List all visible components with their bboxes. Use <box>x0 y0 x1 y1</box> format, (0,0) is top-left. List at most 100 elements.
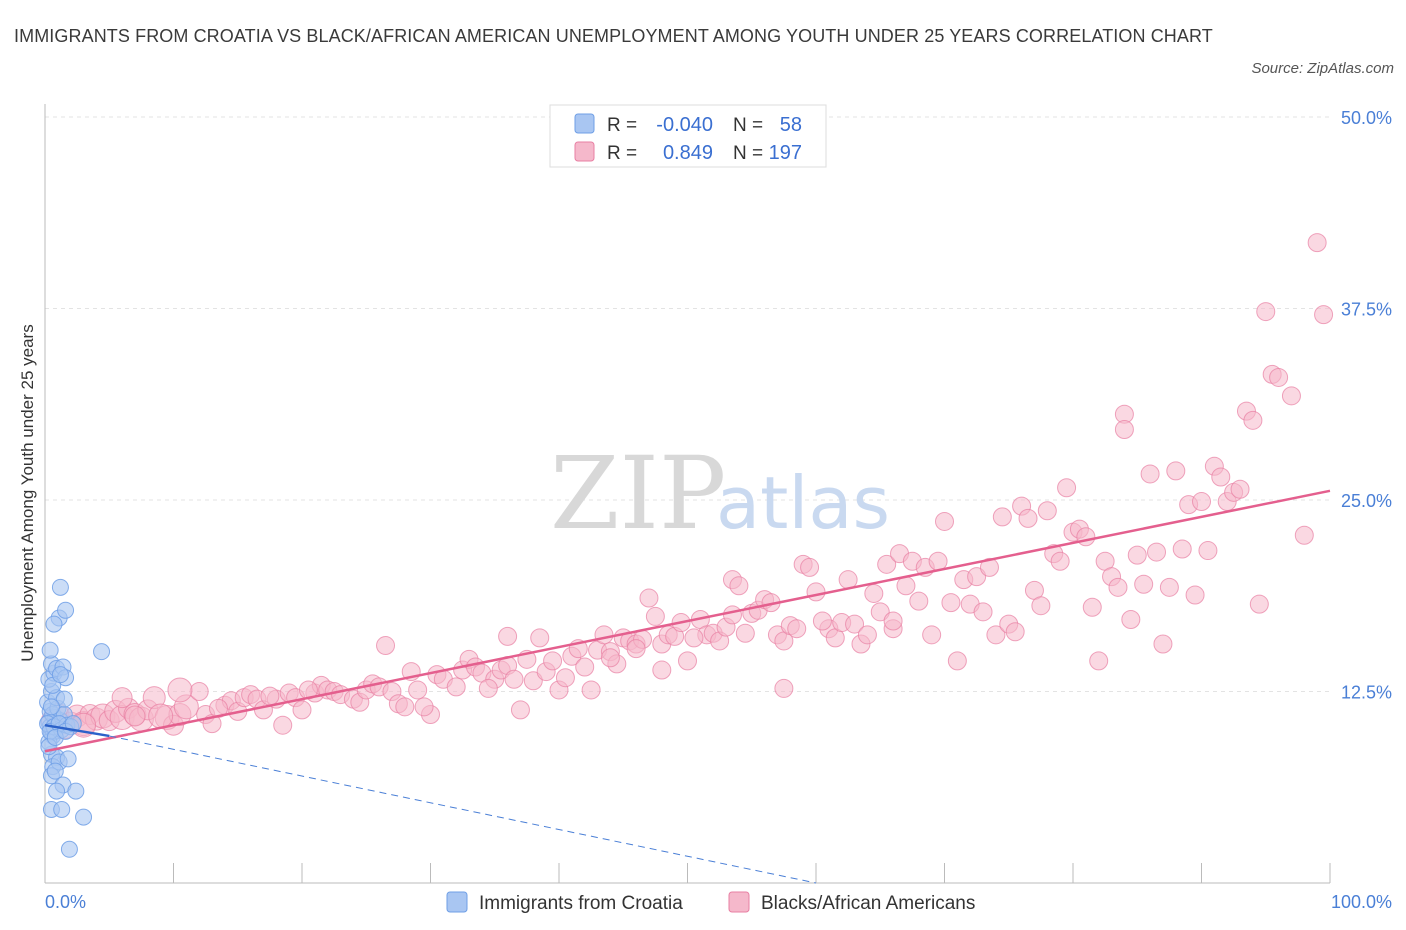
point-blacks <box>530 628 550 648</box>
point-blacks <box>600 648 620 668</box>
point-blacks <box>1294 525 1314 545</box>
point-croatia <box>93 643 111 661</box>
point-blacks <box>1037 501 1057 521</box>
point-blacks <box>1198 541 1218 561</box>
legend-n-value-blacks: 197 <box>769 142 802 164</box>
chart-title: IMMIGRANTS FROM CROATIA VS BLACK/AFRICAN… <box>14 26 1213 46</box>
point-blacks <box>478 678 498 698</box>
legend-n-label-blacks: N = <box>733 143 763 164</box>
point-blacks <box>896 576 916 596</box>
grid <box>45 116 1330 692</box>
point-blacks <box>124 705 146 727</box>
point-blacks <box>922 625 942 645</box>
point-croatia <box>57 601 75 619</box>
point-blacks <box>800 557 820 577</box>
point-blacks <box>1269 367 1289 387</box>
point-blacks <box>684 628 704 648</box>
point-croatia <box>60 840 78 858</box>
point-blacks <box>1082 597 1102 617</box>
point-blacks <box>1031 596 1051 616</box>
point-blacks <box>870 602 890 622</box>
point-blacks <box>1114 420 1134 440</box>
point-blacks <box>111 687 133 709</box>
watermark-atlas: atlas <box>716 461 890 545</box>
y-tick-label: 25.0% <box>1341 491 1392 511</box>
x-tick-label-max: 100.0% <box>1331 892 1392 912</box>
series-blacks-points <box>40 233 1334 740</box>
point-blacks <box>555 668 575 688</box>
point-blacks <box>510 700 530 720</box>
point-blacks <box>1166 461 1186 481</box>
trend-line-croatia <box>44 723 110 738</box>
point-blacks <box>1050 551 1070 571</box>
point-blacks <box>774 678 794 698</box>
point-blacks <box>986 625 1006 645</box>
point-blacks <box>376 636 396 656</box>
point-blacks <box>645 606 665 626</box>
trend-lines <box>44 489 1331 884</box>
point-blacks <box>395 697 415 717</box>
bottom-legend-swatch-blacks <box>728 891 750 913</box>
x-tick-label-min: 0.0% <box>45 892 86 912</box>
point-blacks <box>1192 492 1211 512</box>
y-tick-label: 50.0% <box>1341 108 1392 128</box>
point-blacks <box>189 682 209 701</box>
legend-r-label-blacks: R = <box>607 143 637 164</box>
bottom-legend-label-croatia: Immigrants from Croatia <box>479 893 683 914</box>
legend-swatch-croatia <box>574 113 595 134</box>
point-blacks <box>845 614 865 634</box>
point-blacks <box>581 680 601 700</box>
y-tick-labels: 12.5% 25.0% 37.5% 50.0% <box>1341 108 1392 703</box>
point-blacks <box>292 700 312 720</box>
point-croatia <box>51 666 69 684</box>
legend-r-label-croatia: R = <box>607 115 637 136</box>
point-blacks <box>992 507 1012 527</box>
point-blacks <box>1185 585 1205 605</box>
point-croatia <box>75 808 93 826</box>
legend-n-label-croatia: N = <box>733 115 763 136</box>
point-blacks <box>1307 233 1327 253</box>
y-tick-label: 37.5% <box>1341 300 1392 320</box>
point-blacks <box>1076 527 1096 547</box>
point-blacks <box>947 651 967 671</box>
point-croatia <box>41 641 59 659</box>
point-blacks <box>1140 464 1160 484</box>
point-blacks <box>864 583 884 603</box>
point-blacks <box>167 677 193 703</box>
point-blacks <box>678 651 697 671</box>
point-blacks <box>722 605 742 625</box>
watermark-zip: ZIP <box>550 435 726 552</box>
point-blacks <box>260 686 280 706</box>
point-blacks <box>729 576 749 596</box>
point-blacks <box>941 593 961 613</box>
point-blacks <box>857 625 877 645</box>
point-blacks <box>787 619 807 639</box>
y-tick-label: 12.5% <box>1341 683 1392 703</box>
chart-source: Source: ZipAtlas.com <box>1251 60 1394 77</box>
point-croatia <box>64 715 82 733</box>
trend-line-croatia-extended <box>109 735 817 884</box>
point-blacks <box>1018 508 1038 528</box>
point-blacks <box>1127 545 1147 565</box>
legend: R = -0.040 N = 58 R = 0.849 N = 197 <box>549 104 827 168</box>
point-blacks <box>408 680 428 700</box>
point-blacks <box>735 623 755 643</box>
point-blacks <box>639 588 659 608</box>
point-blacks <box>1281 386 1301 406</box>
legend-r-value-blacks: 0.849 <box>663 142 713 164</box>
trend-line-blacks <box>44 489 1331 753</box>
bottom-legend-label-blacks: Blacks/African Americans <box>761 893 975 914</box>
point-blacks <box>928 551 948 571</box>
point-croatia <box>45 615 63 633</box>
point-blacks <box>626 639 646 659</box>
point-blacks <box>973 602 993 622</box>
point-blacks <box>967 567 987 587</box>
point-blacks <box>504 669 524 689</box>
point-blacks <box>1153 634 1173 654</box>
point-croatia <box>53 800 71 818</box>
point-croatia <box>67 782 85 800</box>
point-blacks <box>812 611 832 631</box>
point-croatia <box>55 690 73 708</box>
point-blacks <box>1108 577 1128 597</box>
